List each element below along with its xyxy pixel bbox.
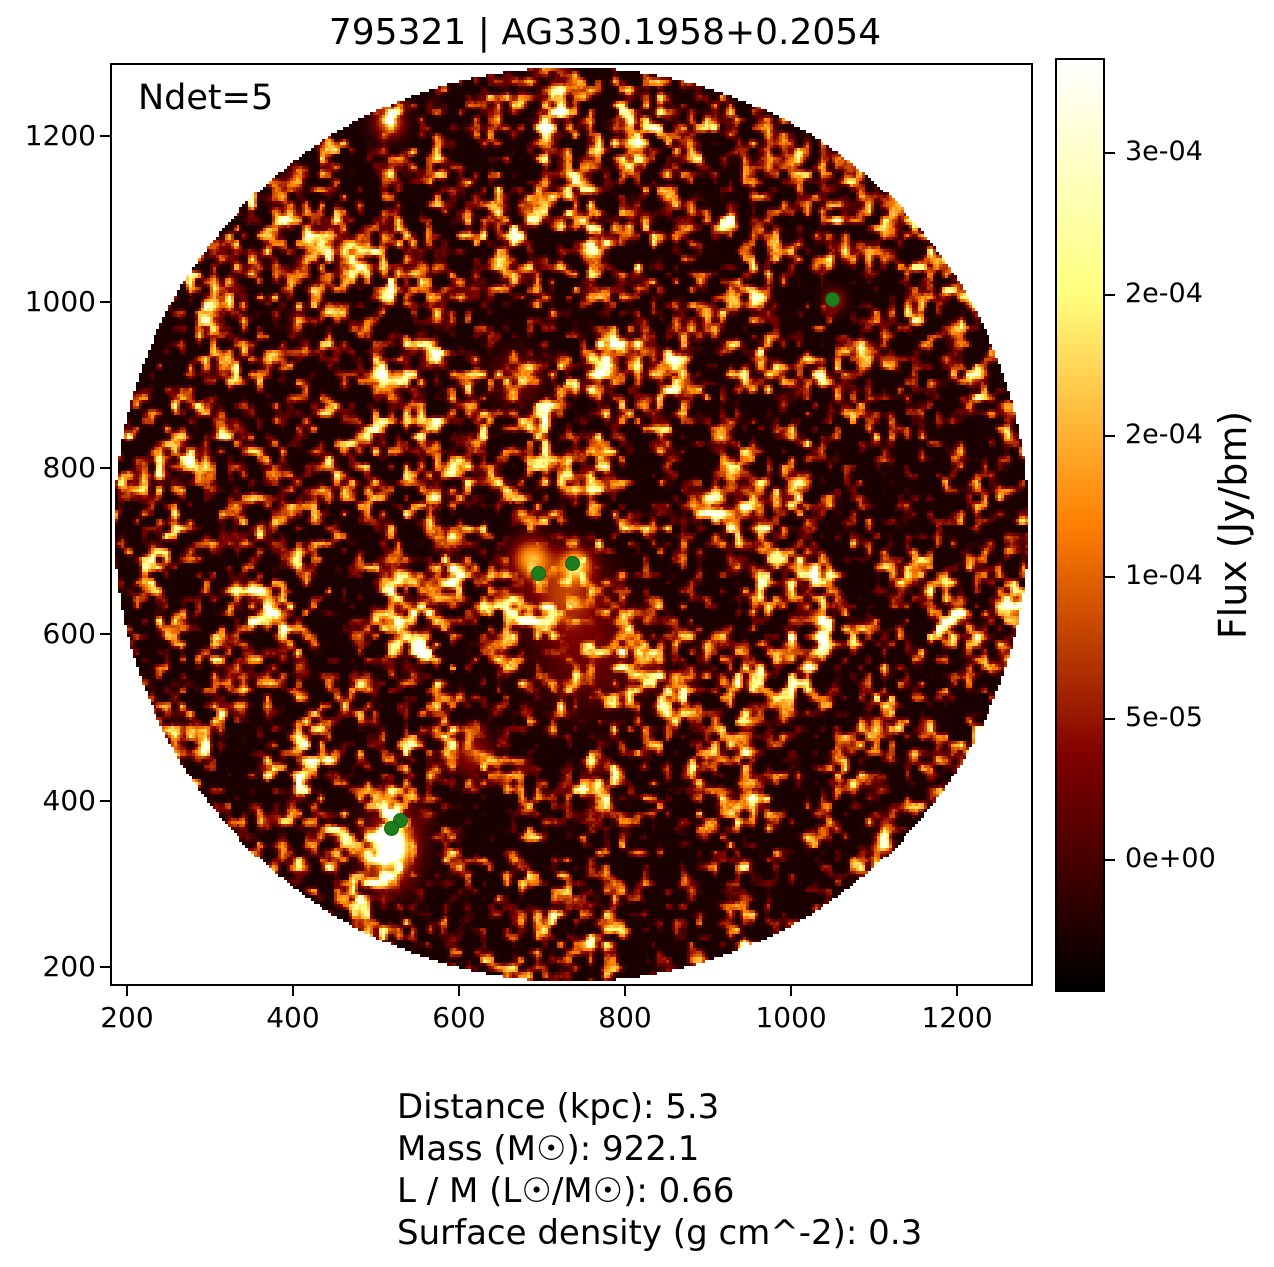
colorbar-gradient-canvas [1057,60,1103,990]
y-axis-tick-label: 400 [42,783,96,817]
x-axis-tick-label: 400 [266,1001,320,1034]
x-axis-tick-label: 800 [598,1001,652,1034]
y-axis-tick-label: 600 [42,617,96,651]
y-axis-tick [100,965,110,968]
x-axis-tick [125,986,128,996]
x-axis-tick-label: 1000 [755,1001,827,1034]
detection-marker [825,291,841,307]
y-axis-tick [100,301,110,304]
plot-title: 795321 | AG330.1958+0.2054 [328,12,882,53]
colorbar-tick [1105,293,1115,296]
y-axis-tick-label: 1000 [24,285,96,319]
detection-marker [384,821,400,837]
info-line: Mass (M☉): 922.1 [397,1129,700,1169]
colorbar-tick [1105,858,1115,861]
x-axis-tick-label: 1200 [921,1001,993,1034]
colorbar-tick-label: 2e-04 [1125,277,1203,309]
y-axis-tick-label: 200 [42,949,96,983]
info-line: L / M (L☉/M☉): 0.66 [397,1171,735,1211]
y-axis-tick [100,633,110,636]
y-axis-tick-label: 1200 [24,119,96,153]
y-axis-tick [100,799,110,802]
colorbar-tick [1105,576,1115,579]
colorbar-tick-label: 0e+00 [1125,842,1216,874]
x-axis-tick-label: 200 [100,1001,154,1034]
ndet-annotation: Ndet=5 [138,78,274,118]
x-axis-tick [291,986,294,996]
x-axis-tick [458,986,460,996]
colorbar-tick-label: 5e-05 [1125,701,1203,733]
colorbar-tick-label: 3e-04 [1125,136,1203,168]
colorbar-tick-label: 2e-04 [1125,418,1203,450]
colorbar [1055,58,1105,992]
detection-marker [531,565,547,581]
info-block: Distance (kpc): 5.3 Mass (M☉): 922.1 L / M… [397,1086,1097,1254]
colorbar-tick [1105,717,1115,720]
colorbar-tick [1105,152,1115,155]
x-axis-tick [790,986,793,996]
y-axis-tick [100,467,110,470]
flux-map-canvas [112,65,1031,984]
x-axis-tick [624,986,627,996]
y-axis-tick [100,135,110,138]
x-axis-tick [956,986,959,996]
colorbar-tick-label: 1e-04 [1125,560,1203,592]
y-axis-tick-label: 800 [42,451,96,485]
colorbar-tick [1105,434,1115,437]
info-line: Distance (kpc): 5.3 [397,1087,720,1127]
colorbar-label: Flux (Jy/bm) [1211,410,1255,640]
detection-marker [565,556,581,572]
axes-frame [110,63,1033,986]
info-line: Surface density (g cm^-2): 0.3 [397,1213,923,1253]
x-axis-tick-label: 600 [432,1001,486,1034]
